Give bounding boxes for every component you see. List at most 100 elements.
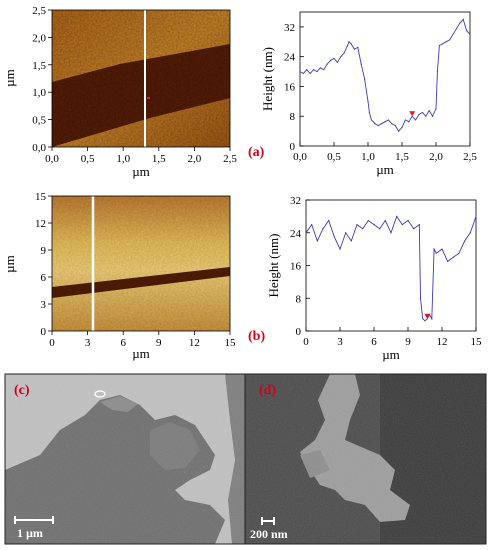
panel-a-profile-point	[370, 119, 372, 121]
panel-a-profile-point	[438, 44, 440, 47]
panel-a-profile-xtick-label: 0,5	[327, 151, 341, 163]
panel-a-afm-xtick-label: 1,5	[152, 153, 166, 165]
panel-b-profile-point	[379, 228, 381, 230]
panel-a-profile-point	[421, 111, 423, 114]
panel-b-profile-point	[396, 215, 398, 217]
panel-b-profile-point	[311, 223, 313, 226]
panel-a-profile-point	[299, 70, 301, 73]
panel-a-profile-point	[347, 44, 349, 47]
panel-b-profile-ylabel: Height (nm)	[266, 234, 281, 298]
panel-a-profile-point	[306, 69, 308, 71]
panel-b-profile-point	[475, 215, 477, 217]
panel-b-profile-point	[401, 223, 403, 226]
panel-a-afm-xlabel: µm	[132, 164, 150, 179]
panel-b-afm-xtick-label: 6	[120, 337, 126, 349]
panel-a-profile-point	[323, 69, 325, 71]
panel-b-profile-point	[316, 240, 318, 242]
panel-b-profile-ytick-label: 16	[290, 261, 302, 273]
panel-b-profile-point	[422, 318, 424, 320]
panel-a-profile-point	[462, 18, 464, 21]
panel-a-profile-point	[415, 119, 417, 121]
panel-b-profile-xtick-label: 6	[371, 336, 377, 348]
panel-b-profile-point	[328, 219, 330, 222]
panel-b-profile-point	[435, 252, 437, 254]
panel-b-afm-xtick-label: 3	[85, 337, 91, 349]
panel-a-afm-ytick-label: 0,5	[32, 115, 46, 127]
panel-b-afm-image	[52, 196, 230, 331]
panel-a-afm-image	[52, 10, 230, 147]
panel-c-sem-image	[5, 374, 245, 544]
panel-b-profile-point	[433, 248, 435, 250]
panel-a-profile-point	[360, 63, 362, 65]
panel-a-profile-point	[377, 124, 379, 127]
panel-b-profile-point	[305, 232, 307, 234]
panel-a-afm-xtick-label: 0,0	[45, 153, 59, 165]
panel-a-profile-point	[449, 39, 451, 41]
panel-b-profile-point	[418, 223, 420, 226]
panel-a-profile-point	[401, 126, 403, 128]
panel-b-afm-ytick-label: 9	[41, 245, 47, 257]
panel-b-profile-point	[345, 232, 347, 234]
panel-b-profile-point	[333, 236, 335, 238]
particle-c	[94, 390, 106, 398]
panel-a-profile-point	[398, 130, 400, 132]
panel-a-profile-point	[330, 59, 332, 61]
panel-b-profile-point	[458, 252, 460, 254]
panel-a-profile-point	[466, 30, 468, 32]
panel-a-profile-point	[455, 28, 457, 30]
panel-b-afm-xticks: 0 3 6 9 12 15	[49, 331, 236, 349]
panel-b-profile-point	[390, 232, 392, 234]
panel-c-scalebar-label: 1 µm	[17, 526, 43, 540]
panel-a-profile-point	[404, 119, 406, 121]
panel-a-profile-xtick-label: 1,5	[395, 151, 409, 163]
panel-a-profile-point	[435, 108, 437, 110]
panel-a-profile-point	[319, 67, 321, 69]
panel-a-profile-point	[313, 69, 315, 71]
panel-a-afm-yticks: 0,0 0,5 1,0 1,5 2,0 2,5	[32, 5, 52, 154]
panel-b-afm-ytick-label: 15	[35, 191, 47, 203]
panel-d-scalebar: 200 nm	[250, 517, 288, 541]
panel-a-profile-point	[469, 33, 471, 35]
panel-a-profile-point	[381, 123, 383, 125]
panel-a-profile-point	[452, 33, 454, 35]
panel-a-afm-ytick-label: 0,0	[32, 142, 46, 154]
flake-stripe-b	[52, 267, 230, 298]
panel-a-profile-point	[343, 52, 345, 54]
panel-a-profile-point	[387, 119, 389, 121]
panel-d-sem-image	[245, 374, 486, 544]
panel-b-profile-point	[441, 248, 443, 250]
panel-a-profile-point	[309, 72, 311, 75]
panel-b-afm-xtick-label: 9	[156, 337, 162, 349]
panel-a-profile-point	[364, 78, 366, 80]
panel-c-scalebar: 1 µm	[14, 516, 54, 540]
panel-b-afm-ytick-label: 12	[35, 218, 46, 230]
panel-b-profile-point	[469, 232, 471, 234]
panel-b-profile-point	[407, 219, 409, 222]
panel-b-profile-xtick-label: 0	[303, 336, 309, 348]
panel-b-profile-ytick-label: 0	[296, 326, 302, 338]
panel-a-profile-marker	[409, 111, 416, 117]
panel-a-afm-ytick-label: 1,5	[32, 60, 46, 72]
panel-a-profile-xlabel: µm	[376, 162, 394, 177]
panel-b-profile-point	[373, 223, 375, 226]
panel-b-profile-point	[367, 219, 369, 222]
panel-d-scalebar-label: 200 nm	[250, 527, 288, 541]
panel-b-afm-xtick-label: 12	[189, 337, 200, 349]
panel-a-profile-point	[442, 43, 444, 45]
panel-a-afm-ylabel: µm	[2, 69, 17, 87]
panel-b-profile-ytick-label: 8	[296, 293, 302, 305]
panel-b-profile-point	[452, 256, 454, 258]
panel-a-profile-ytick-label: 8	[290, 111, 296, 123]
panel-a-profile-point	[384, 121, 386, 123]
panel-b-profile-xlabel: µm	[382, 347, 400, 362]
panel-a-profile-point	[336, 61, 338, 63]
panel-b-profile-marker	[424, 313, 431, 319]
panel-b-profile-point	[384, 219, 386, 222]
panel-a-profile-point	[333, 57, 335, 60]
panel-b-profile-xtick-label: 15	[471, 336, 483, 348]
panel-a-afm-xtick-label: 2,5	[223, 153, 237, 165]
panel-a-profile-series-line	[299, 18, 471, 132]
panel-a-profile-point	[445, 41, 447, 43]
panel-b-afm-yticks: 0 3 6 9 12 15	[35, 191, 52, 338]
